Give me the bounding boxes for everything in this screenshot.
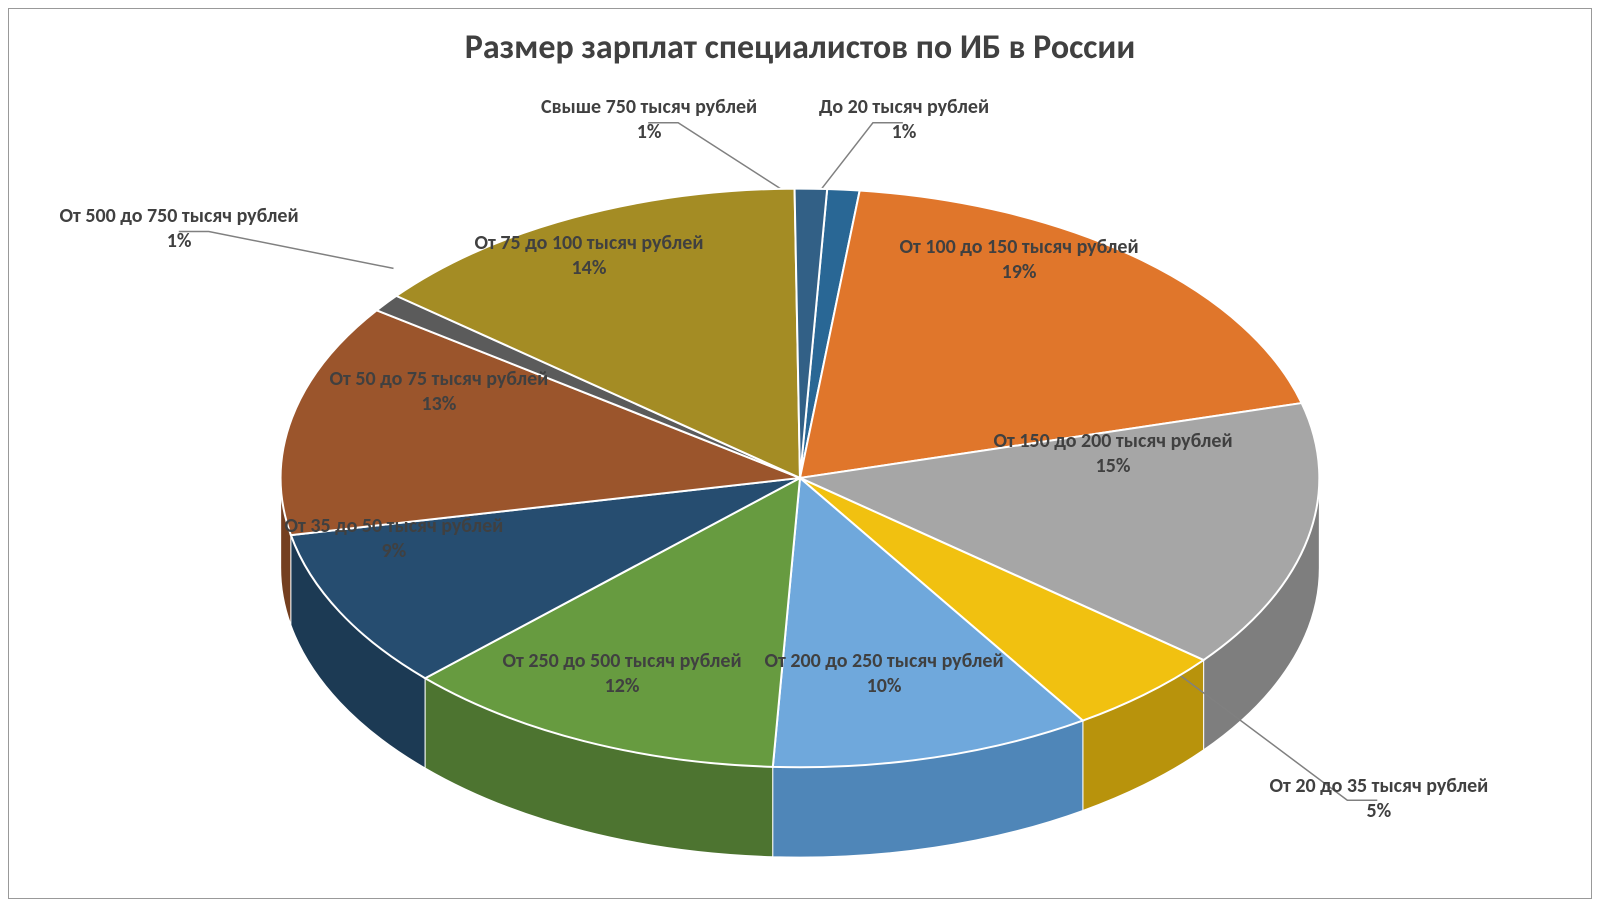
slice-label: От 35 до 50 тысяч рублей9%: [285, 514, 504, 564]
slice-label-text: От 50 до 75 тысяч рублей: [330, 367, 549, 391]
slice-label: От 100 до 150 тысяч рублей19%: [900, 235, 1139, 285]
chart-frame: Размер зарплат специалистов по ИБ в Росс…: [8, 8, 1592, 899]
slice-label-text: От 20 до 35 тысяч рублей: [1270, 774, 1489, 798]
slice-label-text: Свыше 750 тысяч рублей: [541, 95, 757, 119]
slice-label: От 200 до 250 тысяч рублей10%: [765, 649, 1004, 699]
slice-label-pct: 5%: [1270, 799, 1489, 824]
slice-label: Свыше 750 тысяч рублей1%: [541, 95, 757, 145]
slice-label-pct: 1%: [60, 229, 299, 254]
slice-label: От 50 до 75 тысяч рублей13%: [330, 367, 549, 417]
slice-label-pct: 12%: [503, 674, 742, 699]
slice-label: От 20 до 35 тысяч рублей5%: [1270, 774, 1489, 824]
slice-label-pct: 13%: [330, 392, 549, 417]
slice-label-text: От 75 до 100 тысяч рублей: [475, 231, 704, 255]
slice-label-pct: 9%: [285, 539, 504, 564]
slice-label-pct: 10%: [765, 674, 1004, 699]
slice-label-pct: 1%: [819, 120, 989, 145]
slice-label-pct: 14%: [475, 256, 704, 281]
pie-slice: [795, 189, 828, 478]
slice-label: От 75 до 100 тысяч рублей14%: [475, 231, 704, 281]
slice-label-text: До 20 тысяч рублей: [819, 95, 989, 119]
slice-label-pct: 19%: [900, 260, 1139, 285]
slice-label-text: От 150 до 200 тысяч рублей: [994, 429, 1233, 453]
slice-label-text: От 200 до 250 тысяч рублей: [765, 649, 1004, 673]
slice-label-pct: 1%: [541, 120, 757, 145]
slice-label-pct: 15%: [994, 454, 1233, 479]
slice-label: От 250 до 500 тысяч рублей12%: [503, 649, 742, 699]
slice-label: От 150 до 200 тысяч рублей15%: [994, 429, 1233, 479]
slice-label: До 20 тысяч рублей1%: [819, 95, 989, 145]
slice-label: От 500 до 750 тысяч рублей1%: [60, 204, 299, 254]
slice-label-text: От 35 до 50 тысяч рублей: [285, 514, 504, 538]
slice-label-text: От 250 до 500 тысяч рублей: [503, 649, 742, 673]
slice-label-text: От 500 до 750 тысяч рублей: [60, 204, 299, 228]
chart-title: Размер зарплат специалистов по ИБ в Росс…: [9, 27, 1591, 68]
pie-3d-chart: [9, 9, 1591, 898]
pie-slice: [281, 310, 800, 535]
pie-slice: [800, 189, 860, 478]
slice-label-text: От 100 до 150 тысяч рублей: [900, 235, 1139, 259]
pie-slice: [773, 478, 1083, 767]
